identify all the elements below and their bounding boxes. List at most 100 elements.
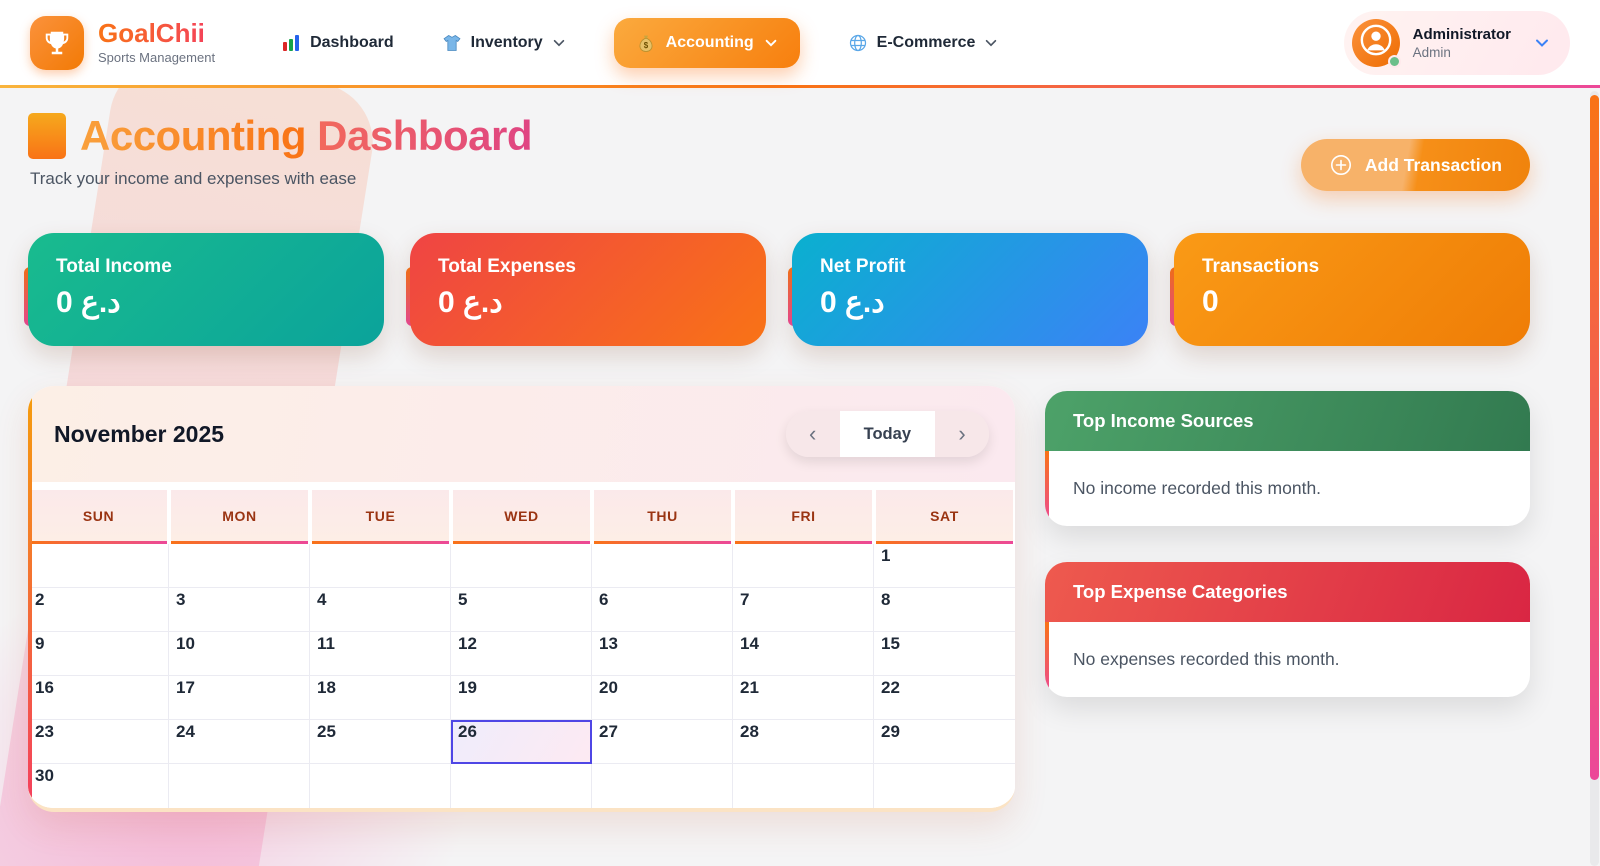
nav-label-ecommerce: E-Commerce [876,33,976,51]
calendar-prev-button[interactable]: ‹ [785,411,840,457]
user-menu[interactable]: Administrator Admin [1343,10,1570,75]
add-transaction-label: Add Transaction [1364,154,1502,175]
add-transaction-button[interactable]: Add Transaction [1300,139,1530,191]
dow-tue: TUE [312,490,449,544]
calendar-cell[interactable] [733,764,874,808]
calendar-today-button[interactable]: Today [839,411,935,457]
brand-logo[interactable]: GoalChii Sports Management [30,15,216,70]
calendar-cell[interactable]: 8 [874,588,1015,632]
tshirt-icon [442,33,462,53]
calendar-cell[interactable]: 12 [451,632,592,676]
calendar-cell[interactable]: 19 [451,676,592,720]
chevron-down-icon [1534,35,1550,51]
stat-label: Transactions [1202,256,1320,277]
calendar-month-title: November 2025 [54,420,225,447]
calendar-cell[interactable]: 18 [310,676,451,720]
chevron-down-icon [984,36,998,50]
scrollbar-thumb[interactable] [1590,95,1599,780]
page-header: Accounting Dashboard Track your income a… [0,88,1600,191]
top-income-sources-empty-message: No income recorded this month. [1045,451,1530,526]
calendar-grid: 1 2 3 4 5 6 7 8 9 10 11 12 13 14 15 16 1… [28,544,1015,808]
nav-item-accounting[interactable]: $ Accounting [613,17,800,68]
calendar-cell[interactable] [733,544,874,588]
top-income-sources-card: Top Income Sources No income recorded th… [1045,391,1530,526]
chevron-down-icon [764,36,778,50]
calendar-cell[interactable] [592,764,733,808]
calendar-cell[interactable] [451,544,592,588]
calendar-cell[interactable]: 27 [592,720,733,764]
main-nav: Dashboard Inventory $ Accounting E-Com [281,17,999,68]
calendar-next-button[interactable]: › [935,411,989,457]
calendar-cell[interactable]: 6 [592,588,733,632]
calendar-cell[interactable]: 17 [169,676,310,720]
calendar-cell[interactable]: 15 [874,632,1015,676]
calendar-cell-today[interactable]: 26 [451,720,592,764]
calendar-cell[interactable]: 24 [169,720,310,764]
calendar-cell[interactable]: 11 [310,632,451,676]
calendar-cell[interactable]: 23 [28,720,169,764]
calendar-cell[interactable] [592,544,733,588]
dow-sat: SAT [876,490,1013,544]
bar-chart-icon [281,33,301,53]
stat-card-total-expenses: Total Expenses 0 د.ع [406,233,766,346]
nav-item-inventory[interactable]: Inventory [442,33,566,53]
stat-cards: Total Income 0 د.ع Total Expenses 0 د.ع … [24,233,1530,346]
stat-label: Total Expenses [438,256,576,277]
calendar-cell[interactable]: 29 [874,720,1015,764]
calendar-cell[interactable]: 5 [451,588,592,632]
calendar-cell[interactable]: 25 [310,720,451,764]
calendar-cell[interactable]: 21 [733,676,874,720]
calendar-panel: November 2025 ‹ Today › SUN MON TUE WED … [28,386,1015,812]
calendar-cell[interactable]: 30 [28,764,169,808]
calendar-cell[interactable]: 13 [592,632,733,676]
calendar-cell[interactable]: 4 [310,588,451,632]
calendar-controls: ‹ Today › [785,411,989,457]
trophy-icon [30,15,84,70]
calendar-cell[interactable]: 20 [592,676,733,720]
dow-wed: WED [453,490,590,544]
page-title-secondary: Dashboard [317,112,533,159]
calendar-cell[interactable] [169,764,310,808]
stat-value: 0 [1202,285,1219,318]
calendar-cell[interactable]: 28 [733,720,874,764]
calendar-cell[interactable]: 10 [169,632,310,676]
user-role: Admin [1412,44,1451,60]
top-income-sources-title: Top Income Sources [1045,391,1530,451]
user-name: Administrator [1412,25,1511,43]
stat-card-net-profit: Net Profit 0 د.ع [788,233,1148,346]
brand-tagline: Sports Management [98,49,216,65]
calendar-cell[interactable]: 16 [28,676,169,720]
avatar [1351,18,1401,68]
page-subtitle: Track your income and expenses with ease [30,169,357,188]
calendar-cell[interactable] [451,764,592,808]
nav-label-inventory: Inventory [470,33,543,51]
calendar-cell[interactable] [310,764,451,808]
person-icon [1359,23,1393,62]
calendar-cell[interactable] [874,764,1015,808]
top-expense-categories-card: Top Expense Categories No expenses recor… [1045,562,1530,697]
calendar-cell[interactable]: 2 [28,588,169,632]
nav-item-ecommerce[interactable]: E-Commerce [848,33,999,53]
stat-value: 0 د.ع [56,286,121,319]
user-info: Administrator Admin [1413,26,1511,60]
calendar-cell[interactable]: 9 [28,632,169,676]
dow-fri: FRI [735,490,872,544]
globe-icon [848,33,868,53]
dow-thu: THU [594,490,731,544]
calendar-header: November 2025 ‹ Today › [28,386,1015,482]
calendar-cell[interactable] [310,544,451,588]
svg-text:$: $ [643,40,648,49]
top-expense-categories-title: Top Expense Categories [1045,562,1530,622]
calendar-cell[interactable]: 7 [733,588,874,632]
stat-label: Total Income [56,256,172,277]
calendar-cell[interactable] [169,544,310,588]
nav-item-dashboard[interactable]: Dashboard [281,33,394,53]
calendar-cell[interactable]: 1 [874,544,1015,588]
online-status-dot [1387,54,1401,68]
calendar-cell[interactable] [28,544,169,588]
calendar-cell[interactable]: 14 [733,632,874,676]
calendar-cell[interactable]: 22 [874,676,1015,720]
calendar-cell[interactable]: 3 [169,588,310,632]
page-title: Accounting Dashboard [80,112,533,160]
stat-card-transactions: Transactions 0 [1170,233,1530,346]
